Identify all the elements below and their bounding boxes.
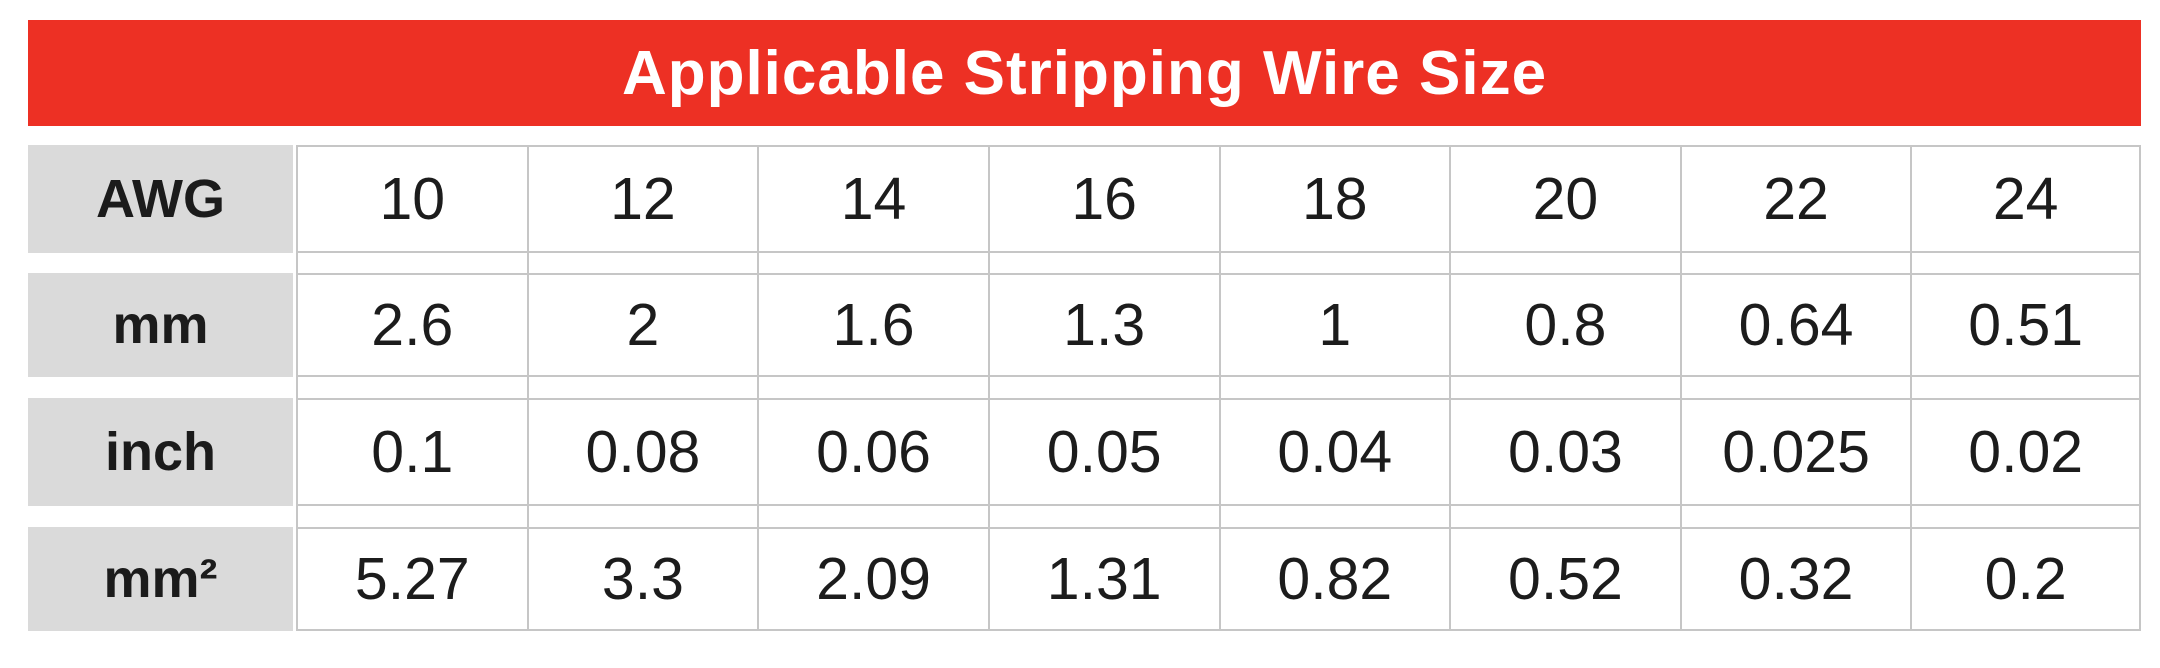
row-gap xyxy=(1910,253,2141,273)
row-gap xyxy=(757,506,988,527)
table-cell-inch-22: 0.025 xyxy=(1679,398,1911,506)
table-title-banner: Applicable Stripping Wire Size xyxy=(28,20,2141,126)
row-gap xyxy=(1910,377,2141,398)
row-gap xyxy=(526,506,758,527)
table-cell-inch-20: 0.03 xyxy=(1449,398,1680,506)
row-gap xyxy=(1679,377,1911,398)
table-cell-awg-20: 20 xyxy=(1449,145,1680,253)
table-cell-inch-12: 0.08 xyxy=(526,398,758,506)
row-label-awg: AWG xyxy=(28,145,293,253)
row-gap xyxy=(526,253,758,273)
row-label-mm2: mm² xyxy=(28,527,293,631)
table-cell-inch-24: 0.02 xyxy=(1910,398,2141,506)
table-cell-mm2-12: 3.3 xyxy=(526,527,758,631)
row-label-inch: inch xyxy=(28,398,293,506)
table-cell-awg-24: 24 xyxy=(1910,145,2141,253)
row-gap xyxy=(987,253,1219,273)
table-cell-mm2-18: 0.82 xyxy=(1218,527,1450,631)
table-cell-inch-16: 0.05 xyxy=(987,398,1219,506)
table-cell-mm-24: 0.51 xyxy=(1910,273,2141,377)
row-label-mm: mm xyxy=(28,273,293,377)
table-cell-inch-14: 0.06 xyxy=(757,398,988,506)
row-gap xyxy=(526,377,758,398)
row-gap xyxy=(987,377,1219,398)
row-gap xyxy=(757,253,988,273)
row-gap xyxy=(1679,253,1911,273)
table-cell-inch-10: 0.1 xyxy=(296,398,527,506)
table-cell-mm2-14: 2.09 xyxy=(757,527,988,631)
row-gap xyxy=(1218,377,1450,398)
table-cell-awg-16: 16 xyxy=(987,145,1219,253)
row-gap xyxy=(28,253,293,273)
table-cell-mm2-16: 1.31 xyxy=(987,527,1219,631)
table-cell-mm2-20: 0.52 xyxy=(1449,527,1680,631)
table-cell-mm-22: 0.64 xyxy=(1679,273,1911,377)
table-cell-mm2-24: 0.2 xyxy=(1910,527,2141,631)
table-cell-mm2-10: 5.27 xyxy=(296,527,527,631)
table-cell-mm-10: 2.6 xyxy=(296,273,527,377)
row-gap xyxy=(1449,506,1680,527)
row-gap xyxy=(1449,253,1680,273)
table-cell-mm-12: 2 xyxy=(526,273,758,377)
table-cell-awg-12: 12 xyxy=(526,145,758,253)
table-cell-mm2-22: 0.32 xyxy=(1679,527,1911,631)
table-cell-awg-14: 14 xyxy=(757,145,988,253)
row-gap xyxy=(757,377,988,398)
row-gap xyxy=(28,506,293,527)
row-gap xyxy=(296,377,527,398)
table-cell-inch-18: 0.04 xyxy=(1218,398,1450,506)
row-gap xyxy=(28,377,293,398)
row-gap xyxy=(987,506,1219,527)
table-cell-awg-10: 10 xyxy=(296,145,527,253)
table-cell-mm-18: 1 xyxy=(1218,273,1450,377)
row-gap xyxy=(1679,506,1911,527)
table-cell-mm-14: 1.6 xyxy=(757,273,988,377)
table-cell-awg-18: 18 xyxy=(1218,145,1450,253)
row-gap xyxy=(296,253,527,273)
page-title: Applicable Stripping Wire Size xyxy=(621,38,1548,108)
row-gap xyxy=(1218,506,1450,527)
row-gap xyxy=(1910,506,2141,527)
row-gap xyxy=(1218,253,1450,273)
table-cell-awg-22: 22 xyxy=(1679,145,1911,253)
table-cell-mm-16: 1.3 xyxy=(987,273,1219,377)
table-cell-mm-20: 0.8 xyxy=(1449,273,1680,377)
wire-size-table: AWG 10 12 14 16 18 20 22 24 mm 2.6 2 1.6… xyxy=(28,145,2141,631)
row-gap xyxy=(1449,377,1680,398)
row-gap xyxy=(296,506,527,527)
